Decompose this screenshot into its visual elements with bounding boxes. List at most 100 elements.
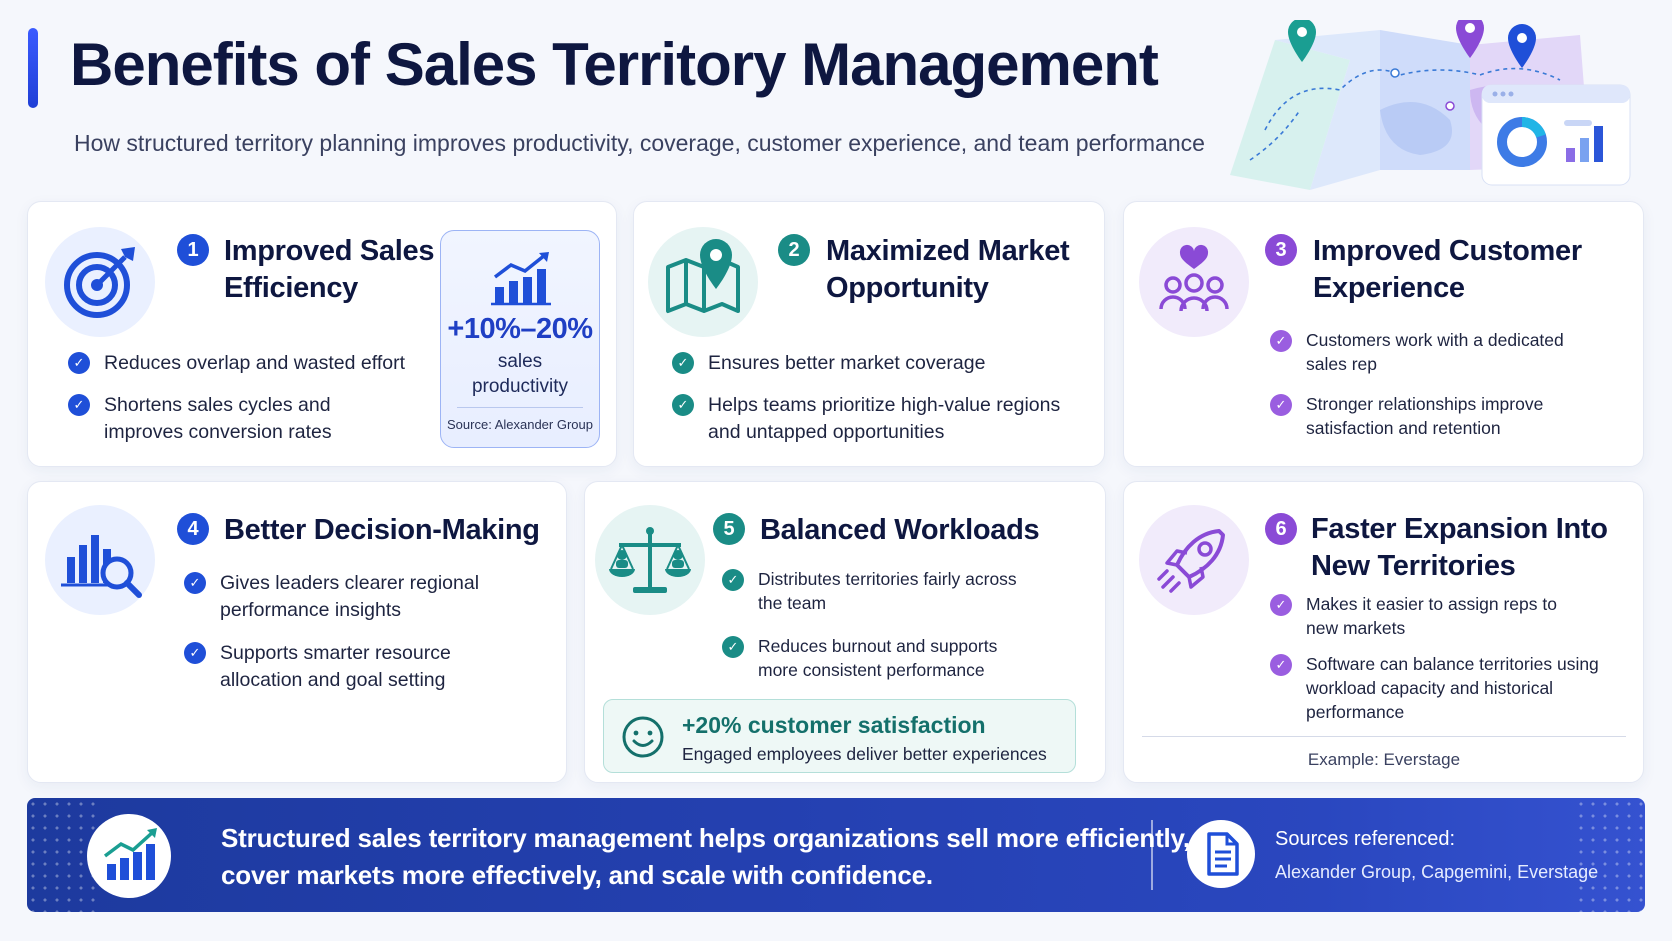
satisfaction-value: +20% customer satisfaction xyxy=(682,712,986,738)
bullet-text: Supports smarter resource allocation and… xyxy=(220,642,451,691)
bullet-text: Customers work with a dedicated sales re… xyxy=(1306,330,1564,374)
smiley-icon xyxy=(622,716,664,758)
stat-label-line: sales xyxy=(497,351,543,372)
title-accent-bar xyxy=(28,28,38,108)
check-icon: ✓ xyxy=(184,642,206,664)
card-title: Improved Customer Experience xyxy=(1313,233,1582,307)
bullet-item: ✓ Reduces overlap and wasted effort xyxy=(68,350,408,377)
card-number-badge: 1 xyxy=(177,234,209,266)
sources-list: Alexander Group, Capgemini, Everstage xyxy=(1275,862,1599,882)
bullet-text: Reduces burnout and supports more consis… xyxy=(758,636,998,680)
bullet-text: Distributes territories fairly across th… xyxy=(758,569,1017,613)
bullet-item: ✓ Helps teams prioritize high-value regi… xyxy=(672,392,1072,446)
check-icon: ✓ xyxy=(722,569,744,591)
bullet-item: ✓ Supports smarter resource allocation a… xyxy=(184,640,484,694)
bullet-text: Shortens sales cycles and improves conve… xyxy=(104,394,332,443)
footer-dot-pattern xyxy=(1575,798,1645,912)
bullet-item: ✓ Makes it easier to assign reps to new … xyxy=(1270,592,1590,640)
card-title-line: Improved Sales xyxy=(224,235,435,267)
bullet-item: ✓ Reduces burnout and supports more cons… xyxy=(722,634,1032,682)
card-title: Improved Sales Efficiency xyxy=(224,233,434,307)
balance-scale-icon xyxy=(609,527,691,593)
check-icon: ✓ xyxy=(672,394,694,416)
example-note: Example: Everstage xyxy=(1307,750,1461,769)
bullet-text: Ensures better market coverage xyxy=(708,352,986,374)
bullet-item: ✓ Customers work with a dedicated sales … xyxy=(1270,328,1600,376)
summary-line: cover markets more effectively, and scal… xyxy=(221,860,933,890)
customers-heart-icon-circle xyxy=(1139,227,1249,337)
stat-label-line: productivity xyxy=(471,376,569,397)
chart-magnifier-icon xyxy=(61,535,142,598)
card-number-badge: 3 xyxy=(1265,234,1297,266)
stat-divider xyxy=(457,407,583,408)
bullet-text: Makes it easier to assign reps to new ma… xyxy=(1306,594,1557,638)
chart-magnifier-icon-circle xyxy=(45,505,155,615)
bullet-text: Software can balance territories using w… xyxy=(1306,654,1599,722)
blue-pin-icon xyxy=(1508,24,1536,68)
rocket-icon xyxy=(1157,529,1225,593)
check-icon: ✓ xyxy=(1270,394,1292,416)
customers-heart-icon xyxy=(1159,244,1229,312)
check-icon: ✓ xyxy=(672,352,694,374)
document-icon-circle xyxy=(1187,820,1255,888)
check-icon: ✓ xyxy=(68,352,90,374)
check-icon: ✓ xyxy=(1270,594,1292,616)
page-title: Benefits of Sales Territory Management xyxy=(70,31,1159,98)
check-icon: ✓ xyxy=(184,572,206,594)
teal-pin-icon xyxy=(1288,20,1316,62)
card-title: Maximized Market Opportunity xyxy=(826,233,1070,307)
growth-chart-icon xyxy=(103,828,157,880)
page-subtitle: How structured territory planning improv… xyxy=(74,130,1205,156)
territory-map-illustration xyxy=(1230,20,1631,190)
card-number-badge: 4 xyxy=(177,513,209,545)
check-icon: ✓ xyxy=(722,636,744,658)
card-title: Balanced Workloads xyxy=(760,512,1040,549)
card-title-line: Faster Expansion Into xyxy=(1311,513,1608,545)
bullet-item: ✓ Distributes territories fairly across … xyxy=(722,567,1032,615)
card-divider xyxy=(1142,736,1626,737)
bullet-text: Stronger relationships improve satisfact… xyxy=(1306,394,1544,438)
map-pin-icon xyxy=(666,239,740,313)
dashboard-widget-icon xyxy=(1481,84,1631,186)
card-title-line: Efficiency xyxy=(224,272,358,304)
bar-chart-icon xyxy=(491,252,551,306)
sources-title: Sources referenced: xyxy=(1275,828,1456,850)
footer-separator xyxy=(1151,820,1153,890)
card-title-line: Maximized Market xyxy=(826,235,1070,267)
customer-satisfaction-highlight: +20% customer satisfaction Engaged emplo… xyxy=(603,699,1076,773)
balance-scale-icon-circle xyxy=(595,505,705,615)
satisfaction-text: Engaged employees deliver better experie… xyxy=(682,744,1047,764)
card-title-line: Opportunity xyxy=(826,272,989,304)
bullet-text: Reduces overlap and wasted effort xyxy=(104,352,405,374)
target-icon xyxy=(64,247,135,318)
summary-line: Structured sales territory management he… xyxy=(221,823,1190,853)
bullet-item: ✓ Shortens sales cycles and improves con… xyxy=(68,392,413,446)
summary-footer-banner: Structured sales territory management he… xyxy=(27,798,1645,912)
check-icon: ✓ xyxy=(1270,330,1292,352)
bullet-item: ✓ Stronger relationships improve satisfa… xyxy=(1270,392,1600,440)
bullet-item: ✓ Gives leaders clearer regional perform… xyxy=(184,570,524,624)
card-number-badge: 2 xyxy=(778,234,810,266)
card-title-line: Better Decision-Making xyxy=(224,514,540,546)
card-title-line: Improved Customer xyxy=(1313,235,1582,267)
target-icon-circle xyxy=(45,227,155,337)
bullet-item: ✓ Software can balance territories using… xyxy=(1270,652,1600,724)
stat-source: Source: Alexander Group xyxy=(447,417,593,432)
card-title: Better Decision-Making xyxy=(224,512,540,549)
summary-statement: Structured sales territory management he… xyxy=(221,820,1190,894)
bullet-item: ✓ Ensures better market coverage xyxy=(672,350,1092,377)
stat-label: sales productivity xyxy=(441,349,599,399)
bullet-text: Helps teams prioritize high-value region… xyxy=(708,394,1061,443)
card-title-line: Balanced Workloads xyxy=(760,514,1040,546)
map-pin-icon-circle xyxy=(648,227,758,337)
card-title: Faster Expansion Into New Territories xyxy=(1311,511,1608,585)
rocket-icon-circle xyxy=(1139,505,1249,615)
purple-pin-icon xyxy=(1456,20,1484,58)
card-number-badge: 5 xyxy=(713,513,745,545)
card-title-line: Experience xyxy=(1313,272,1465,304)
footer-dot-pattern xyxy=(27,798,97,912)
card-title-line: New Territories xyxy=(1311,550,1516,582)
check-icon: ✓ xyxy=(68,394,90,416)
card-number-badge: 6 xyxy=(1265,513,1297,545)
growth-chart-icon-circle xyxy=(87,814,171,898)
